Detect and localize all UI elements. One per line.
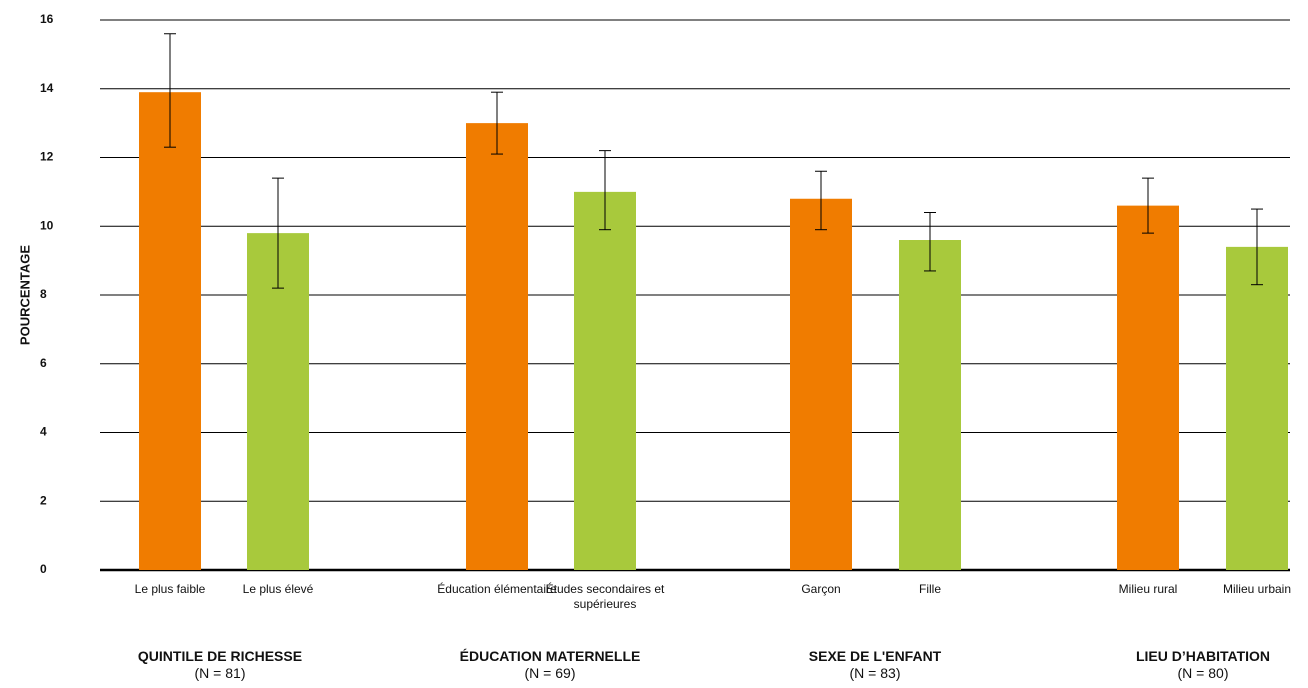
- group-name: ÉDUCATION MATERNELLE: [459, 648, 641, 664]
- y-tick-label: 10: [40, 218, 54, 232]
- group-n: (N = 69): [524, 665, 576, 681]
- bar: [790, 198, 852, 570]
- x-tick-label: Milieu rural: [1118, 582, 1178, 596]
- group-label: LIEU D’HABITATION (N = 80): [1053, 648, 1308, 682]
- x-tick-label: Fille: [918, 582, 941, 596]
- x-tick-label: Éducation élémentaire: [437, 582, 557, 596]
- group-n: (N = 80): [1177, 665, 1229, 681]
- y-tick-label: 2: [40, 493, 47, 507]
- y-tick-label: 4: [40, 425, 47, 439]
- y-tick-label: 16: [40, 12, 54, 26]
- y-tick-label: 6: [40, 356, 47, 370]
- y-tick-label: 8: [40, 287, 47, 301]
- x-tick-label: Études secondaires et supérieures: [545, 582, 665, 611]
- x-tick-label: Garçon: [801, 582, 841, 596]
- bar: [899, 240, 961, 570]
- group-label: QUINTILE DE RICHESSE (N = 81): [70, 648, 370, 682]
- bar: [574, 191, 636, 570]
- group-label: SEXE DE L'ENFANT (N = 83): [725, 648, 1025, 682]
- bar: [1117, 205, 1179, 570]
- bar: [466, 123, 528, 570]
- y-tick-label: 14: [40, 81, 54, 95]
- x-tick-label: Le plus faible: [134, 582, 206, 596]
- group-name: SEXE DE L'ENFANT: [808, 648, 942, 664]
- y-axis-label: POURCENTAGE: [17, 245, 32, 345]
- group-n: (N = 83): [849, 665, 901, 681]
- x-tick-label: Le plus élevé: [242, 582, 314, 596]
- x-tick-label: Milieu urbain: [1222, 582, 1292, 596]
- bar: [1226, 246, 1288, 570]
- group-name: LIEU D’HABITATION: [1135, 648, 1271, 664]
- group-label: ÉDUCATION MATERNELLE (N = 69): [400, 648, 700, 682]
- bar: [139, 92, 201, 570]
- bar: [247, 233, 309, 570]
- y-tick-label: 0: [40, 562, 47, 576]
- group-n: (N = 81): [194, 665, 246, 681]
- y-tick-label: 12: [40, 150, 54, 164]
- group-name: QUINTILE DE RICHESSE: [137, 648, 303, 664]
